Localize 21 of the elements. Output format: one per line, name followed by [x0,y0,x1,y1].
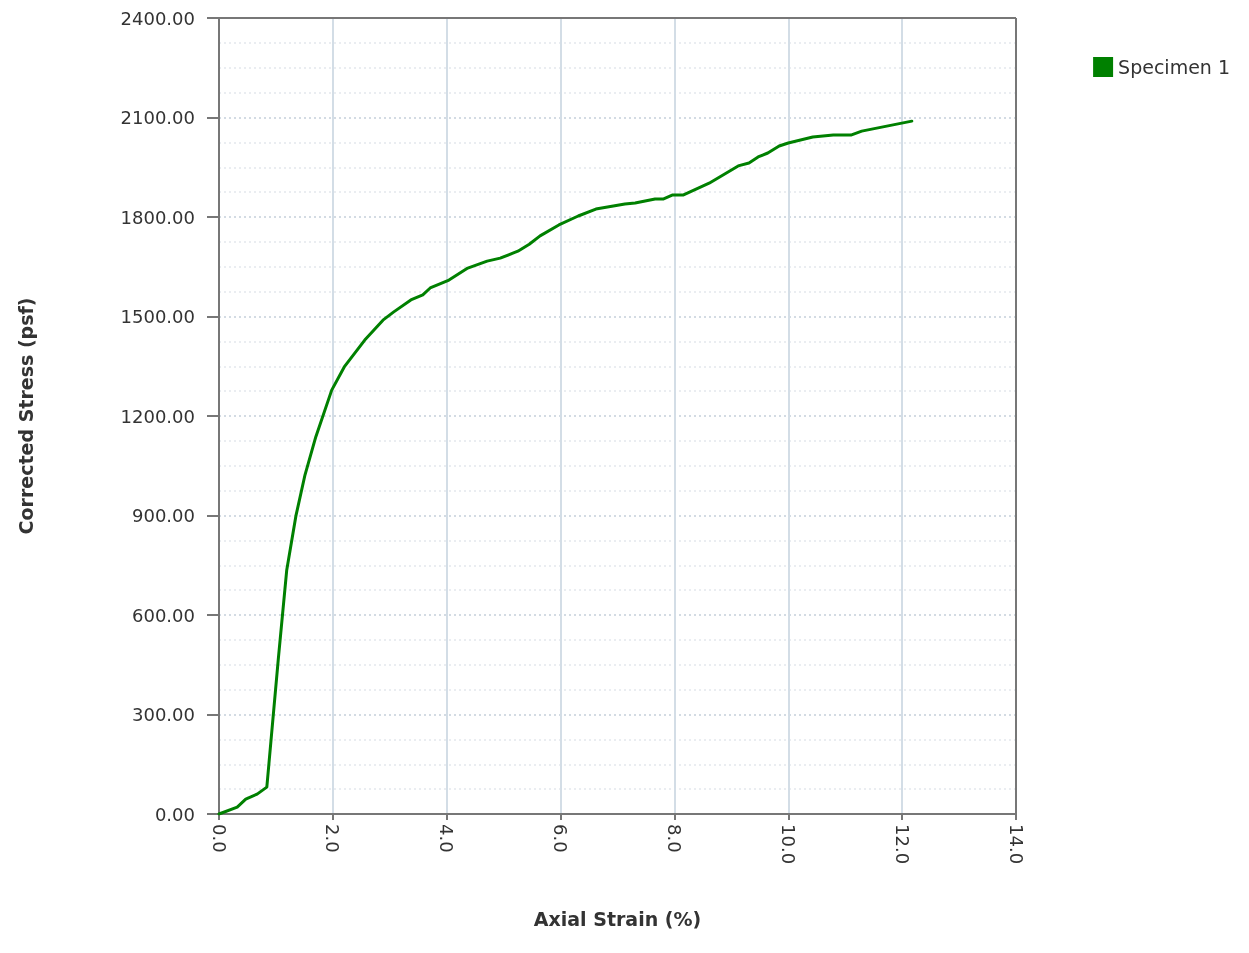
line-series [217,119,914,816]
x-tick-label: 8.0 [663,824,685,853]
x-tick-label: 6.0 [550,824,572,853]
y-tick-label: 2400.00 [120,7,195,29]
x-tick-label: 2.0 [322,824,344,853]
legend-label: Specimen 1 [1118,56,1230,78]
y-tick-label: 2100.00 [120,107,195,128]
y-axis-title: Corrected Stress (psf) [14,297,37,535]
x-tick-label: 12.0 [891,824,913,865]
y-tick-label: 1800.00 [120,206,195,228]
y-tick-label: 1500.00 [120,306,195,327]
x-tick-label: 4.0 [436,824,458,853]
y-tick-label: 600.00 [132,604,195,626]
x-tick-label: 0.0 [208,824,230,853]
x-axis-title: Axial Strain (%) [533,907,702,930]
y-tick-label: 1200.00 [120,405,195,427]
y-tick-label: 300.00 [132,704,195,725]
x-tick-label: 10.0 [777,824,799,865]
y-tick-label: 0.00 [154,803,195,825]
y-tick-label: 900.00 [132,505,195,526]
x-tick-label: 14.0 [1005,824,1027,865]
